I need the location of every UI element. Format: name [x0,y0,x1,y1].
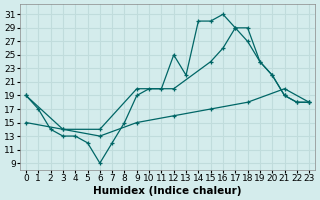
X-axis label: Humidex (Indice chaleur): Humidex (Indice chaleur) [93,186,242,196]
